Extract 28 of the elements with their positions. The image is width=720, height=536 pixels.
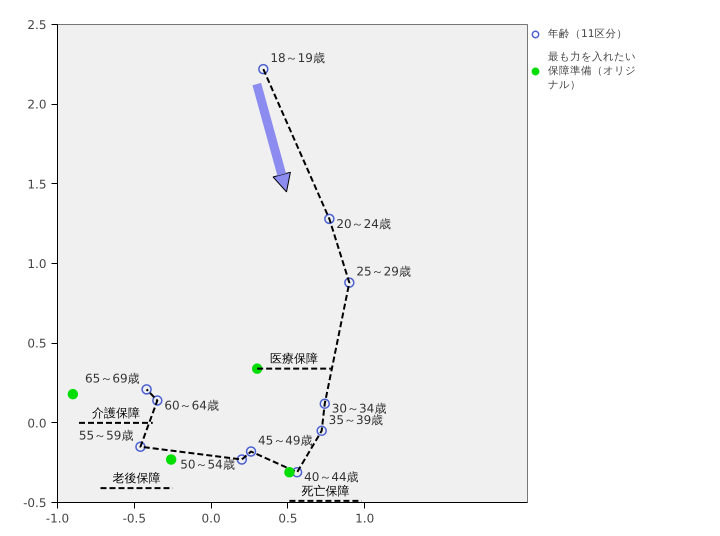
- annotation: 45～49歳: [258, 434, 313, 448]
- y-tick-label: 0.5: [27, 336, 47, 351]
- x-tick-label: 0.0: [202, 512, 221, 526]
- annotation: 20～24歳: [336, 216, 391, 231]
- y-tick-label: 2.0: [27, 98, 47, 112]
- x-tick-label: -0.5: [122, 512, 146, 526]
- series-label: 医療保障: [270, 352, 318, 366]
- annotation: 55～59歳: [78, 428, 134, 443]
- series-label: 老後保障: [112, 471, 161, 486]
- annotation: 35～39歳: [328, 412, 384, 427]
- legend-label: 年齢（11区分）: [548, 27, 628, 41]
- annotation: 40～44歳: [304, 470, 359, 484]
- y-tick-label: 1.5: [27, 177, 47, 192]
- annotation: 50～54歳: [180, 457, 235, 472]
- annotation: 60～64歳: [164, 398, 219, 413]
- y-tick-label: 0.0: [27, 416, 47, 430]
- y-tick-label: 2.5: [27, 18, 47, 32]
- legend-label: 最も力を入れたい保障準備（オリジナル）: [548, 50, 636, 92]
- x-tick-label: 0.5: [278, 512, 298, 526]
- y-tick-label: -0.5: [23, 496, 47, 510]
- x-tick-label: -1.0: [46, 512, 70, 526]
- x-tick-label: 1.0: [355, 512, 374, 526]
- series-label: 介護保障: [92, 406, 140, 420]
- annotation: 18～19歳: [270, 51, 325, 66]
- series-label: 死亡保障: [302, 484, 350, 498]
- annotation: 25～29歳: [356, 264, 411, 279]
- annotation: 65～69歳: [85, 371, 140, 386]
- y-tick-label: 1.0: [27, 257, 47, 271]
